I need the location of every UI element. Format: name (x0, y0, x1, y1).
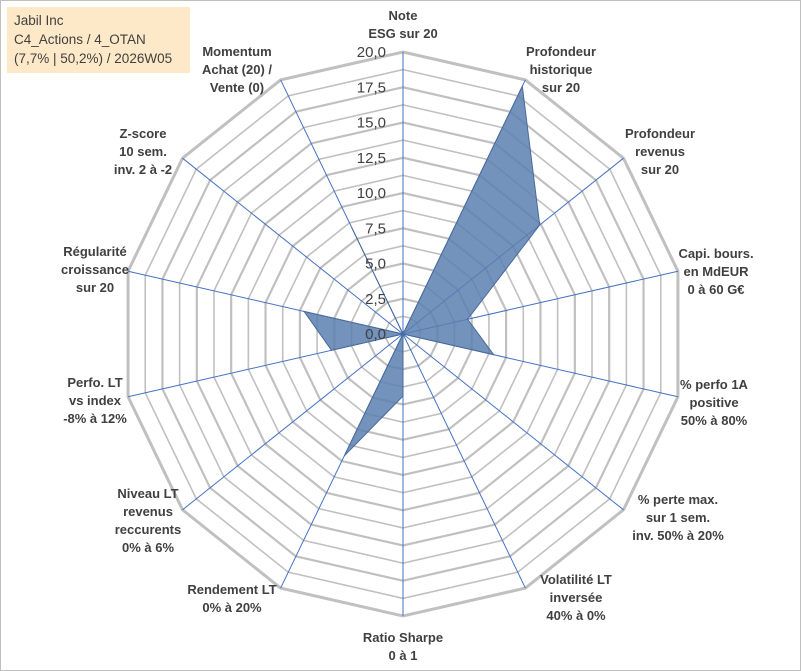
axis-label-line: revenus (123, 504, 173, 519)
axis-label: % perte max. sur 1 sem. inv. 50% à 20% (632, 492, 724, 543)
axis-label-line: positive (689, 395, 738, 410)
axis-label: Rendement LT 0% à 20% (187, 582, 276, 615)
radial-tick-label: 20,0 (357, 44, 386, 61)
axis-label-line: Capi. bours. (678, 246, 753, 261)
axis-label: Volatilité LT inversée 40% à 0% (540, 572, 612, 623)
axis-label-line: sur 20 (76, 280, 114, 295)
axis-label: Niveau LT revenus reccurents 0% à 6% (115, 486, 181, 555)
portfolio-code: C4_Actions / 4_OTAN (14, 32, 146, 47)
axis-label-line: % perfo 1A (680, 377, 749, 392)
radial-tick-label: 7,5 (365, 220, 386, 237)
radial-tick-label: 2,5 (365, 291, 386, 308)
radial-tick-label: 0,0 (365, 326, 386, 343)
axis-label-line: Niveau LT (117, 486, 178, 501)
radial-tick-labels: 0,0 2,5 5,0 7,5 10,0 12,5 15,0 17,5 20,0 (357, 44, 386, 343)
axis-label-line: historique (530, 62, 593, 77)
axis-spoke (182, 333, 404, 511)
radial-tick-label: 12,5 (357, 150, 386, 167)
axis-label-line: inv. 50% à 20% (632, 528, 724, 543)
axis-label-line: Volatilité LT (540, 572, 612, 587)
chart-title-box: Jabil Inc C4_Actions / 4_OTAN (7,7% | 50… (7, 7, 190, 73)
axis-label-line: Profondeur (625, 126, 695, 141)
axis-label-line: Momentum (202, 44, 271, 59)
axis-label-line: croissance (61, 262, 129, 277)
axis-label: Capi. bours. en MdEUR 0 à 60 G€ (678, 246, 753, 297)
axis-spoke (402, 333, 526, 589)
axis-label-line: 0% à 6% (122, 540, 174, 555)
axis-label-line: ESG sur 20 (368, 26, 437, 41)
axis-label-line: en MdEUR (684, 264, 750, 279)
axis-label-line: 50% à 80% (681, 413, 748, 428)
axis-label-line: -8% à 12% (63, 411, 127, 426)
radial-tick-label: 5,0 (365, 256, 386, 273)
axis-label-line: revenus (635, 144, 685, 159)
radial-tick-label: 15,0 (357, 115, 386, 132)
summary-week: (7,7% | 50,2%) / 2026W05 (14, 51, 173, 66)
axis-label-line: Vente (0) (210, 80, 264, 95)
axis-label-line: inv. 2 à -2 (114, 162, 172, 177)
axis-label-line: sur 1 sem. (646, 510, 710, 525)
axis-label-line: reccurents (115, 522, 181, 537)
company-name: Jabil Inc (14, 13, 64, 28)
axis-label-line: sur 20 (641, 162, 679, 177)
radial-tick-label: 10,0 (357, 185, 386, 202)
axis-label-line: Perfo. LT (67, 375, 122, 390)
axis-labels: Note ESG sur 20 Profondeur historique sur 20… (61, 8, 754, 663)
radial-tick-label: 17,5 (357, 79, 386, 96)
data-series-area (302, 84, 541, 457)
axis-label-line: Note (389, 8, 418, 23)
axis-label-line: Régularité (63, 244, 127, 259)
axis-label-line: Ratio Sharpe (363, 630, 443, 645)
axis-label-line: sur 20 (542, 80, 580, 95)
axis-spoke (182, 157, 404, 335)
axis-label: Note ESG sur 20 (368, 8, 437, 41)
axis-label: Perfo. LT vs index -8% à 12% (63, 375, 127, 426)
axis-label-line: 0% à 20% (202, 600, 262, 615)
axis-label: Profondeur revenus sur 20 (625, 126, 695, 177)
axis-label-line: 40% à 0% (546, 608, 606, 623)
axis-label: Ratio Sharpe 0 à 1 (363, 630, 443, 663)
axis-label-line: 0 à 1 (389, 648, 418, 663)
axis-label-line: 10 sem. (119, 144, 167, 159)
axis-spoke (402, 333, 624, 511)
axis-label: Z-score 10 sem. inv. 2 à -2 (114, 126, 172, 177)
axis-label-line: Achat (20) / (202, 62, 272, 77)
axis-label-line: Z-score (120, 126, 167, 141)
axis-label-line: Profondeur (526, 44, 596, 59)
axis-label: Momentum Achat (20) / Vente (0) (202, 44, 272, 95)
axis-label-line: Rendement LT (187, 582, 276, 597)
axis-label-line: 0 à 60 G€ (687, 282, 744, 297)
axis-label-line: % perte max. (638, 492, 718, 507)
axis-label-line: inversée (550, 590, 603, 605)
axis-label: Régularité croissance sur 20 (61, 244, 129, 295)
axis-label-line: vs index (69, 393, 122, 408)
axis-label: % perfo 1A positive 50% à 80% (680, 377, 749, 428)
axis-label: Profondeur historique sur 20 (526, 44, 596, 95)
